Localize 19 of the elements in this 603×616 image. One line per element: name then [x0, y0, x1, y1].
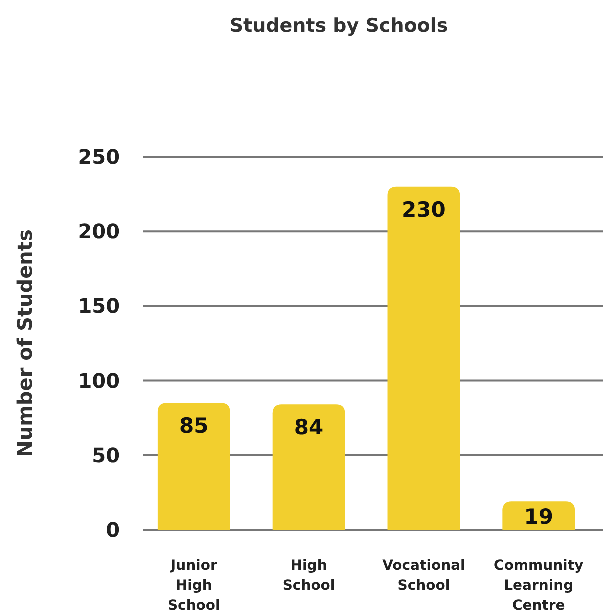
bar [272, 404, 346, 530]
y-tick-label: 250 [78, 145, 120, 169]
data-label: 19 [524, 505, 554, 529]
data-label: 85 [180, 414, 209, 438]
chart-title: Students by Schools [230, 15, 448, 37]
y-tick-label: 100 [78, 368, 120, 393]
bar [158, 403, 230, 530]
data-label: 230 [402, 198, 446, 222]
x-tick-label: High School [282, 558, 336, 594]
y-tick-label: 0 [106, 518, 120, 542]
x-tick-label: Community Learning Centre [494, 558, 584, 614]
y-tick-label: 200 [78, 220, 120, 244]
bar [388, 186, 460, 530]
y-tick-label: 150 [78, 294, 120, 318]
data-label: 84 [294, 416, 324, 440]
x-tick-label: Vocational School [382, 558, 466, 594]
x-tick-label: Junior High School [168, 558, 220, 614]
y-tick-label: 50 [92, 443, 120, 468]
y-axis-title: Number of Students [13, 230, 37, 458]
